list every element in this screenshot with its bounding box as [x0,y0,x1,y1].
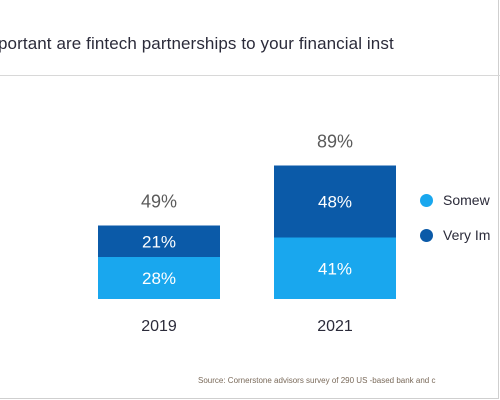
title-divider [0,75,500,76]
bar-label-2021-series-1: 48% [318,193,352,212]
bar-2021-series-0 [274,237,396,299]
bar-2021-series-1 [274,165,396,238]
source-note: Source: Cornerstone advisors survey of 2… [198,376,436,385]
legend: Somew Very Im [420,191,490,261]
total-label-2021: 89% [317,132,353,152]
legend-swatch-very [420,228,433,242]
category-label-2021: 2021 [317,318,353,335]
legend-swatch-somewhat [420,193,433,207]
bar-label-2019-series-0: 28% [142,269,176,288]
bar-label-2021-series-0: 41% [318,259,352,278]
bar-2019-series-1 [98,225,220,257]
legend-label-very: Very Im [443,227,491,243]
legend-label-somewhat: Somew [443,192,490,208]
category-label-2019: 2019 [141,318,177,335]
bar-2019-series-0 [98,257,220,299]
total-label-2019: 49% [141,192,177,212]
chart-title: portant are fintech partnerships to your… [0,34,394,53]
legend-item-very: Very Im [420,226,490,244]
bar-label-2019-series-1: 21% [142,232,176,251]
legend-item-somewhat: Somew [420,191,490,209]
